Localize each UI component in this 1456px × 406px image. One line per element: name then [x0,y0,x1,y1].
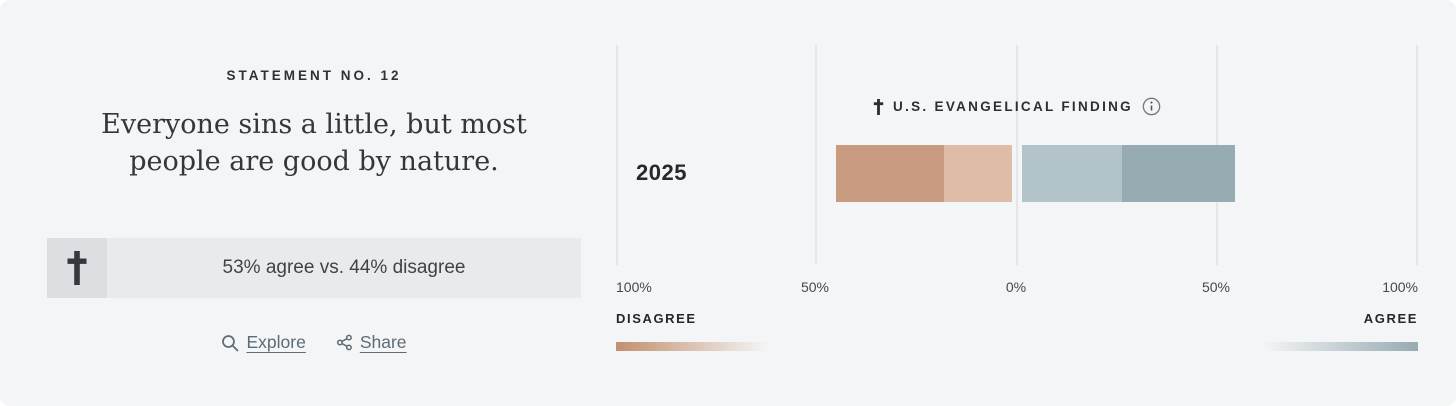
bar-segment-somewhat-agree[interactable] [1022,145,1123,202]
axis-tick: 50% [800,279,830,295]
axis-tick: 0% [1005,279,1027,295]
axis-ticks: 100% 50% 0% 50% 100% [616,279,1418,297]
summary-bar: 53% agree vs. 44% disagree [47,238,581,298]
share-link-label: Share [359,332,407,352]
cross-icon-box [47,238,107,298]
summary-text: 53% agree vs. 44% disagree [222,257,466,278]
action-links: Explore Share [47,332,581,353]
bar-segment-strongly-disagree[interactable] [835,145,944,202]
statement-number-label: STATEMENT NO. 12 [226,68,402,83]
bar-row-2025 [616,145,1418,202]
share-link[interactable]: Share [336,332,407,353]
finding-header: U.S. EVANGELICAL FINDING [616,97,1418,116]
agree-gradient [1262,342,1418,351]
disagree-gradient [616,342,768,351]
finding-label: U.S. EVANGELICAL FINDING [893,99,1133,114]
gridline [1016,45,1018,265]
statement-text: Everyone sins a little, but most people … [101,109,527,177]
bar-segment-strongly-agree[interactable] [1122,145,1235,202]
magnifier-icon [221,334,239,352]
agree-label: AGREE [1363,311,1418,326]
gridline [616,45,618,265]
cross-icon [66,251,88,285]
disagree-label: DISAGREE [616,311,697,326]
year-label: 2025 [636,160,687,185]
diverging-bar-chart: U.S. EVANGELICAL FINDING 2025 100% 50% 0… [616,0,1418,406]
share-icon [336,334,353,351]
info-icon[interactable] [1142,97,1161,116]
axis-tick: 100% [1382,279,1418,295]
cross-icon-small [873,98,884,115]
summary-result: 53% agree vs. 44% disagree [107,238,581,298]
statement-panel: STATEMENT NO. 12 Everyone sins a little,… [47,0,581,406]
bar-segment-somewhat-disagree[interactable] [943,145,1012,202]
explore-link-label: Explore [246,332,306,352]
axis-tick: 50% [1201,279,1231,295]
gridline [1416,45,1418,265]
explore-link[interactable]: Explore [221,332,306,353]
gridline [815,45,817,265]
axis-tick: 100% [616,279,652,295]
